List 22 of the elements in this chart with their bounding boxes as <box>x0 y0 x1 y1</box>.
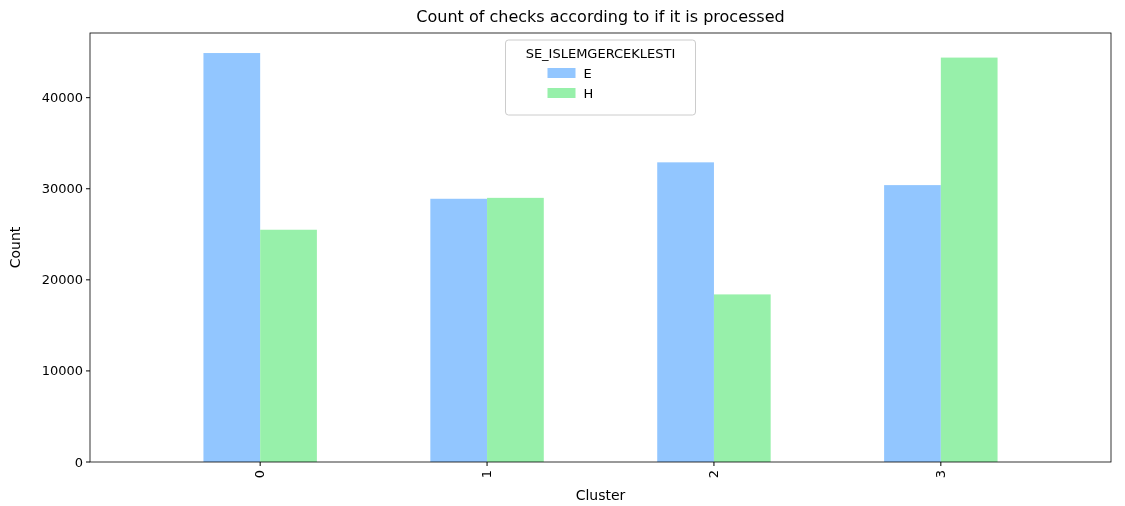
bar <box>884 185 941 462</box>
y-tick-label: 10000 <box>41 363 83 379</box>
bar <box>940 57 998 462</box>
bar <box>657 162 714 462</box>
legend-label: H <box>583 86 594 101</box>
bar <box>260 229 317 462</box>
y-tick-label: 30000 <box>41 181 83 197</box>
x-tick-label: 3 <box>932 470 948 479</box>
bar <box>487 197 544 462</box>
bar <box>203 53 261 462</box>
x-tick-label: 1 <box>479 470 495 479</box>
legend-title: SE_ISLEMGERCEKLESTI <box>525 46 676 61</box>
bar <box>430 198 488 462</box>
x-tick-label: 0 <box>252 470 268 479</box>
legend-label: E <box>583 66 592 81</box>
x-tick-label: 2 <box>705 470 721 479</box>
bar <box>713 294 771 462</box>
y-tick-label: 20000 <box>41 272 83 288</box>
chart-title: Count of checks according to if it is processed <box>416 7 785 26</box>
y-axis-title: Count <box>7 226 23 269</box>
y-tick-label: 40000 <box>41 90 83 106</box>
x-axis-title: Cluster <box>575 487 626 503</box>
